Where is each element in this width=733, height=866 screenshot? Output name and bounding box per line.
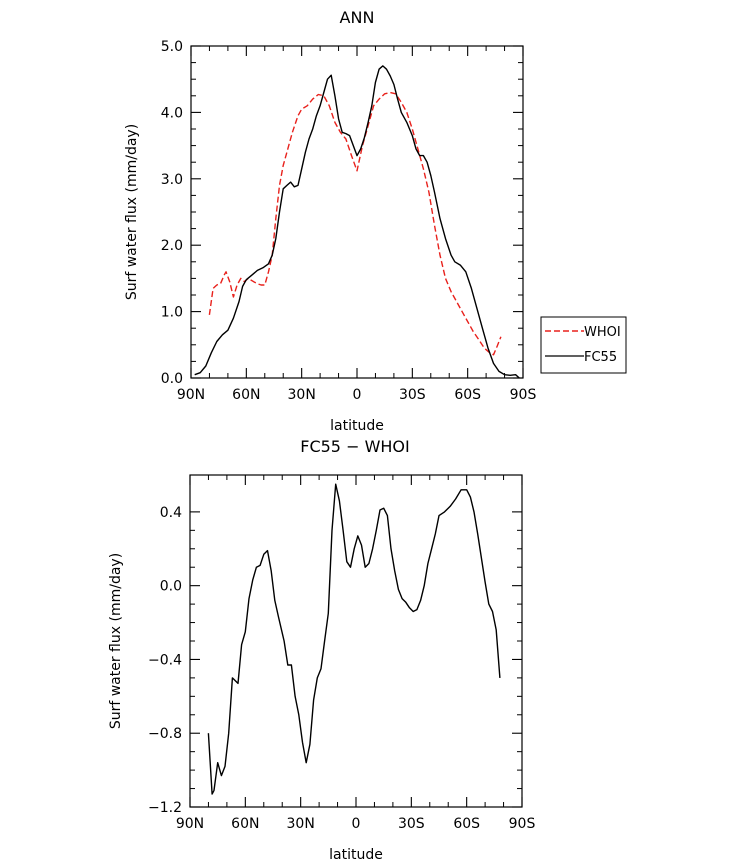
y-tick-label: 2.0 xyxy=(161,238,183,254)
y-tick-label: 5.0 xyxy=(161,39,183,55)
y-tick-label: 3.0 xyxy=(161,172,183,188)
x-tick-label: 90N xyxy=(177,387,205,403)
legend: WHOI FC55 xyxy=(540,316,627,374)
x-tick-label: 60S xyxy=(453,816,480,832)
series-line-difference xyxy=(207,483,501,795)
x-tick-label: 30S xyxy=(398,816,425,832)
legend-label-fc55: FC55 xyxy=(584,350,617,365)
y-tick-label: −0.8 xyxy=(148,726,182,742)
chart-title: ANN xyxy=(340,8,375,27)
y-axis-label: Surf water flux (mm/day) xyxy=(124,124,140,300)
x-tick-label: 90N xyxy=(176,816,204,832)
x-tick-label: 30N xyxy=(288,387,316,403)
series-lines xyxy=(207,483,501,795)
y-tick-label: −0.4 xyxy=(148,652,182,668)
x-axis-label: latitude xyxy=(329,847,383,863)
x-tick-label: 0 xyxy=(353,387,362,403)
axis-ticks: 90N 60N 30N 0 30S 60S 90S −1.2 −0.8 −0.4 0.0 0.4 xyxy=(148,475,535,832)
series-line-fc55 xyxy=(194,65,520,379)
x-tick-label: 60N xyxy=(231,816,259,832)
y-tick-label: 0.0 xyxy=(160,579,182,595)
axis-ticks: 90N 60N 30N 0 30S 60S 90S 0.0 1.0 2.0 3.0 4.0 5.0 xyxy=(161,39,537,403)
x-tick-label: 60S xyxy=(454,387,481,403)
legend-box xyxy=(540,316,627,374)
x-tick-label: 90S xyxy=(510,387,537,403)
y-axis-label: Surf water flux (mm/day) xyxy=(108,553,124,729)
x-tick-label: 0 xyxy=(352,816,361,832)
y-tick-label: 1.0 xyxy=(161,305,183,321)
plot-frame xyxy=(189,474,523,808)
legend-label-whoi: WHOI xyxy=(584,325,621,340)
chart-panel-top: ANN 90N 60N 30N 0 30S 60S 90S 0.0 1.0 2.0 3.0 4.0 5.… xyxy=(124,8,536,434)
series-line-whoi xyxy=(208,91,502,356)
chart-title: FC55 − WHOI xyxy=(300,437,409,456)
x-tick-label: 90S xyxy=(509,816,536,832)
y-tick-label: −1.2 xyxy=(148,800,182,816)
y-tick-label: 0.0 xyxy=(161,371,183,387)
x-tick-label: 60N xyxy=(232,387,260,403)
x-tick-label: 30S xyxy=(399,387,426,403)
y-tick-label: 0.4 xyxy=(160,505,182,521)
x-axis-label: latitude xyxy=(330,418,384,434)
y-tick-label: 4.0 xyxy=(161,105,183,121)
x-tick-label: 30N xyxy=(287,816,315,832)
series-lines xyxy=(194,65,520,379)
plot-frame xyxy=(190,45,524,379)
chart-panel-bottom: FC55 − WHOI 90N 60N 30N 0 30S 60S 90S −1.2 −0.8 −… xyxy=(108,437,535,863)
